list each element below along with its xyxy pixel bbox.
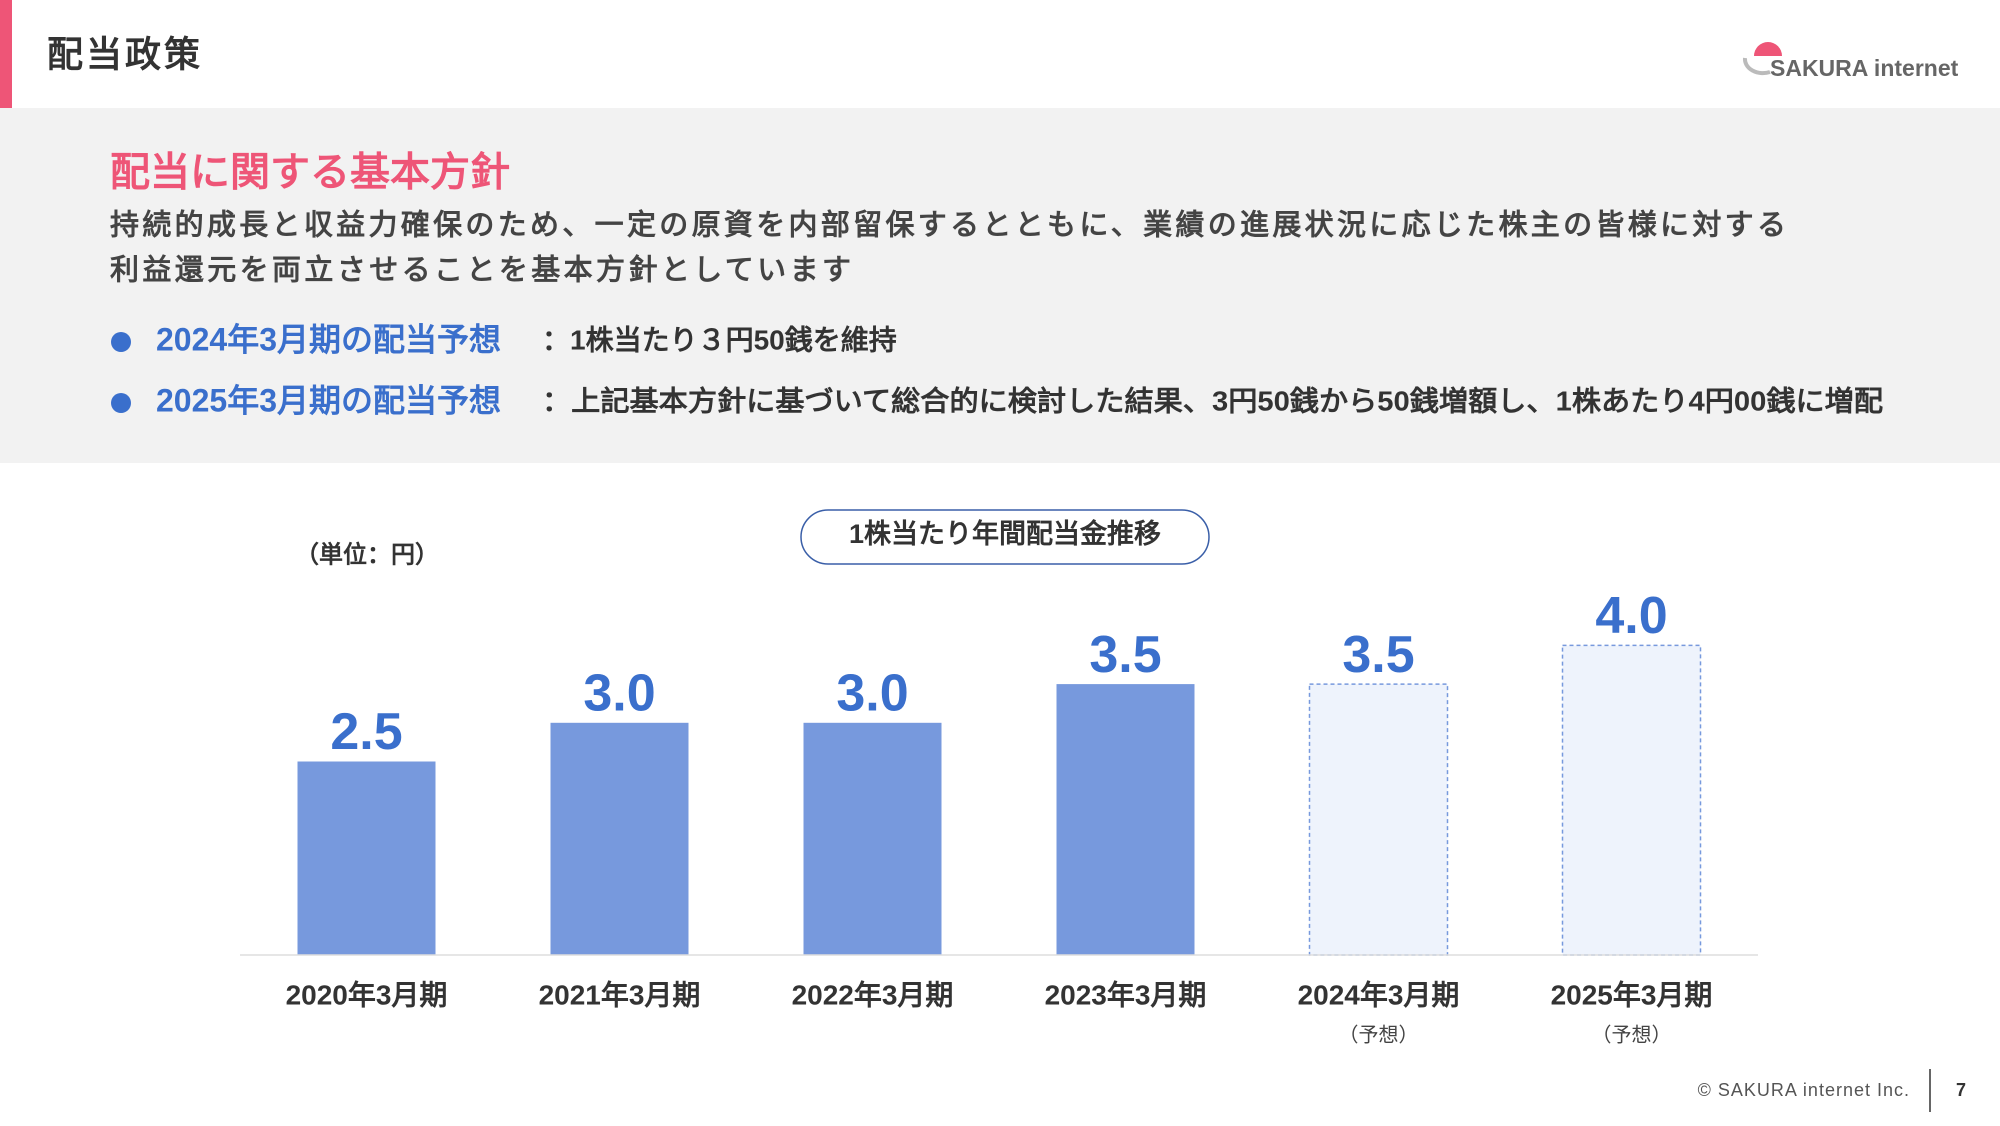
value-label: 2.5 bbox=[330, 703, 402, 761]
x-tick-label: 2020年3月期 bbox=[286, 978, 448, 1010]
bullet-dot bbox=[111, 393, 131, 413]
forecast-bar bbox=[1308, 683, 1449, 956]
value-label: 3.5 bbox=[1342, 626, 1414, 684]
slide-title: 配当政策 bbox=[47, 34, 203, 75]
bullet-label: 2024年3月期の配当予想 bbox=[156, 321, 501, 357]
value-label: 3.5 bbox=[1089, 626, 1161, 684]
bar bbox=[1056, 684, 1195, 955]
policy-text: 利益還元を両立させることを基本方針としています bbox=[110, 253, 851, 287]
x-tick-label: 2023年3月期 bbox=[1045, 978, 1207, 1010]
category-note: （予想） bbox=[1592, 1023, 1672, 1046]
page-number: 7 bbox=[1956, 1080, 1966, 1100]
copyright: © SAKURA internet Inc. bbox=[1698, 1080, 1910, 1100]
chart-title-pill bbox=[800, 509, 1210, 565]
category-note: （予想） bbox=[1339, 1023, 1419, 1046]
policy-panel bbox=[0, 108, 2000, 463]
logo-arc bbox=[1742, 57, 1771, 76]
value-label: 4.0 bbox=[1595, 587, 1667, 645]
x-tick-label: 2025年3月期 bbox=[1551, 978, 1713, 1010]
value-label: 3.0 bbox=[836, 665, 908, 723]
bar bbox=[550, 722, 689, 955]
bar bbox=[297, 761, 436, 955]
bullet-dot bbox=[111, 332, 131, 352]
bullet-text: ：1株当たり３円50銭を維持 bbox=[542, 324, 897, 355]
bar bbox=[803, 722, 942, 955]
chart-title: 1株当たり年間配当金推移 bbox=[849, 518, 1161, 549]
unit-label: （単位：円） bbox=[295, 540, 439, 568]
policy-heading: 配当に関する基本方針 bbox=[110, 151, 510, 195]
x-tick-label: 2022年3月期 bbox=[792, 978, 954, 1010]
x-tick-label: 2021年3月期 bbox=[539, 978, 701, 1010]
bullet-text: ：上記基本方針に基づいて総合的に検討した結果、3円50銭から50銭増額し、1株あ… bbox=[542, 384, 1883, 416]
logo-mark bbox=[1754, 42, 1782, 56]
x-tick-label: 2024年3月期 bbox=[1298, 978, 1460, 1010]
value-label: 3.0 bbox=[583, 665, 655, 723]
bullet-label: 2025年3月期の配当予想 bbox=[156, 382, 501, 418]
logo-text: SAKURA internet bbox=[1770, 55, 1959, 81]
forecast-bar bbox=[1561, 644, 1702, 956]
accent-bar bbox=[0, 0, 12, 108]
